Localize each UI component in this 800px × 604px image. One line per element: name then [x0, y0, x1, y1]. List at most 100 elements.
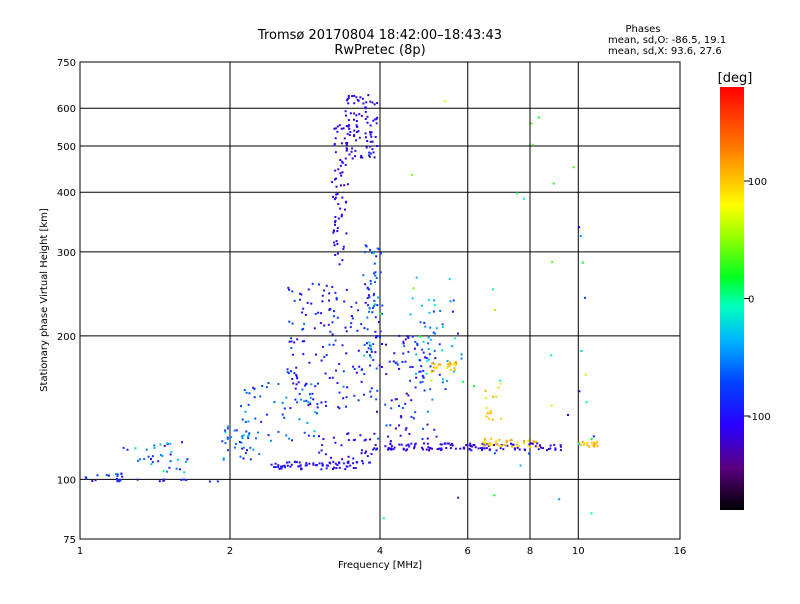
echo-point [300, 467, 302, 470]
echo-point [506, 444, 509, 447]
echo-point [517, 445, 520, 448]
echo-point [433, 304, 436, 307]
echo-point [353, 118, 355, 121]
echo-point [394, 398, 397, 401]
echo-point [339, 164, 342, 167]
echo-point [330, 456, 333, 459]
echo-point [296, 401, 299, 404]
echo-point [122, 446, 125, 449]
echo-point [441, 349, 444, 352]
echo-point [305, 464, 308, 467]
echo-point [368, 296, 371, 299]
echo-point [509, 439, 512, 442]
echo-point [308, 462, 311, 465]
echo-point [307, 288, 310, 291]
echo-point [295, 375, 298, 378]
echo-point [448, 278, 451, 281]
echo-point [331, 321, 334, 324]
echo-point [258, 453, 261, 456]
echo-point [312, 398, 315, 401]
echo-point [376, 304, 379, 307]
echo-point [549, 447, 552, 450]
echo-point [375, 122, 378, 125]
echo-point [259, 395, 262, 398]
echo-point [368, 344, 371, 347]
echo-point [299, 398, 302, 401]
echo-point [286, 461, 289, 464]
echo-point [332, 231, 335, 234]
echo-point [333, 244, 336, 247]
echo-point [449, 361, 451, 364]
echo-point [492, 395, 494, 398]
echo-point [498, 445, 501, 448]
echo-point [303, 431, 306, 434]
echo-point [412, 287, 415, 290]
echo-point [308, 393, 311, 396]
x-tick-label: 16 [674, 546, 687, 557]
echo-point [283, 407, 286, 410]
echo-point [338, 466, 341, 469]
echo-point [345, 396, 348, 399]
echo-point [360, 452, 363, 455]
echo-point [350, 305, 353, 308]
echo-point [516, 441, 519, 444]
echo-point [370, 131, 373, 134]
echo-point [281, 401, 284, 404]
echo-point [519, 464, 522, 467]
echo-point [328, 299, 330, 302]
echo-point [579, 235, 582, 238]
echo-point [440, 443, 443, 446]
echo-point [411, 335, 414, 338]
echo-point [334, 339, 337, 342]
echo-point [428, 311, 431, 314]
echo-point [354, 155, 357, 158]
echo-point [367, 294, 370, 297]
echo-point [312, 463, 315, 466]
echo-point [183, 478, 185, 481]
echo-point [392, 360, 395, 363]
echo-point [586, 441, 589, 444]
echo-point [364, 301, 367, 304]
echo-point [335, 369, 337, 372]
echo-point [340, 127, 343, 130]
x-tick-label: 1 [77, 546, 83, 557]
echo-point [485, 415, 488, 418]
echo-point [245, 430, 248, 433]
echo-point [370, 387, 373, 390]
echo-point [524, 449, 526, 452]
chart-title: Tromsø 20170804 18:42:00–18:43:43 [257, 28, 502, 43]
echo-point [402, 340, 405, 343]
echo-point [333, 142, 336, 145]
echo-point [432, 310, 435, 313]
echo-point [369, 145, 371, 148]
echo-point [108, 474, 110, 477]
echo-point [420, 365, 423, 368]
echo-point [470, 445, 473, 448]
echo-point [486, 412, 489, 415]
echo-point [419, 359, 422, 362]
echo-point [511, 445, 514, 448]
echo-point [342, 370, 345, 373]
echo-point [105, 474, 108, 477]
echo-point [363, 327, 366, 330]
data-points [84, 94, 599, 520]
echo-point [390, 444, 393, 447]
echo-point [273, 401, 276, 404]
echo-point [355, 120, 358, 122]
echo-point [528, 452, 530, 455]
echo-point [291, 353, 294, 356]
legend-line-o: mean, sd,O: -86.5, 19.1 [608, 35, 726, 46]
echo-point [403, 345, 406, 348]
echo-point [257, 431, 260, 434]
echo-point [438, 343, 441, 346]
echo-point [332, 315, 335, 318]
echo-point [329, 330, 332, 333]
echo-point [559, 444, 562, 447]
echo-point [483, 439, 486, 442]
echo-point [368, 310, 370, 313]
echo-point [432, 369, 435, 372]
echo-point [298, 418, 301, 421]
echo-point [454, 361, 457, 364]
echo-point [336, 464, 339, 466]
echo-point [306, 421, 309, 424]
